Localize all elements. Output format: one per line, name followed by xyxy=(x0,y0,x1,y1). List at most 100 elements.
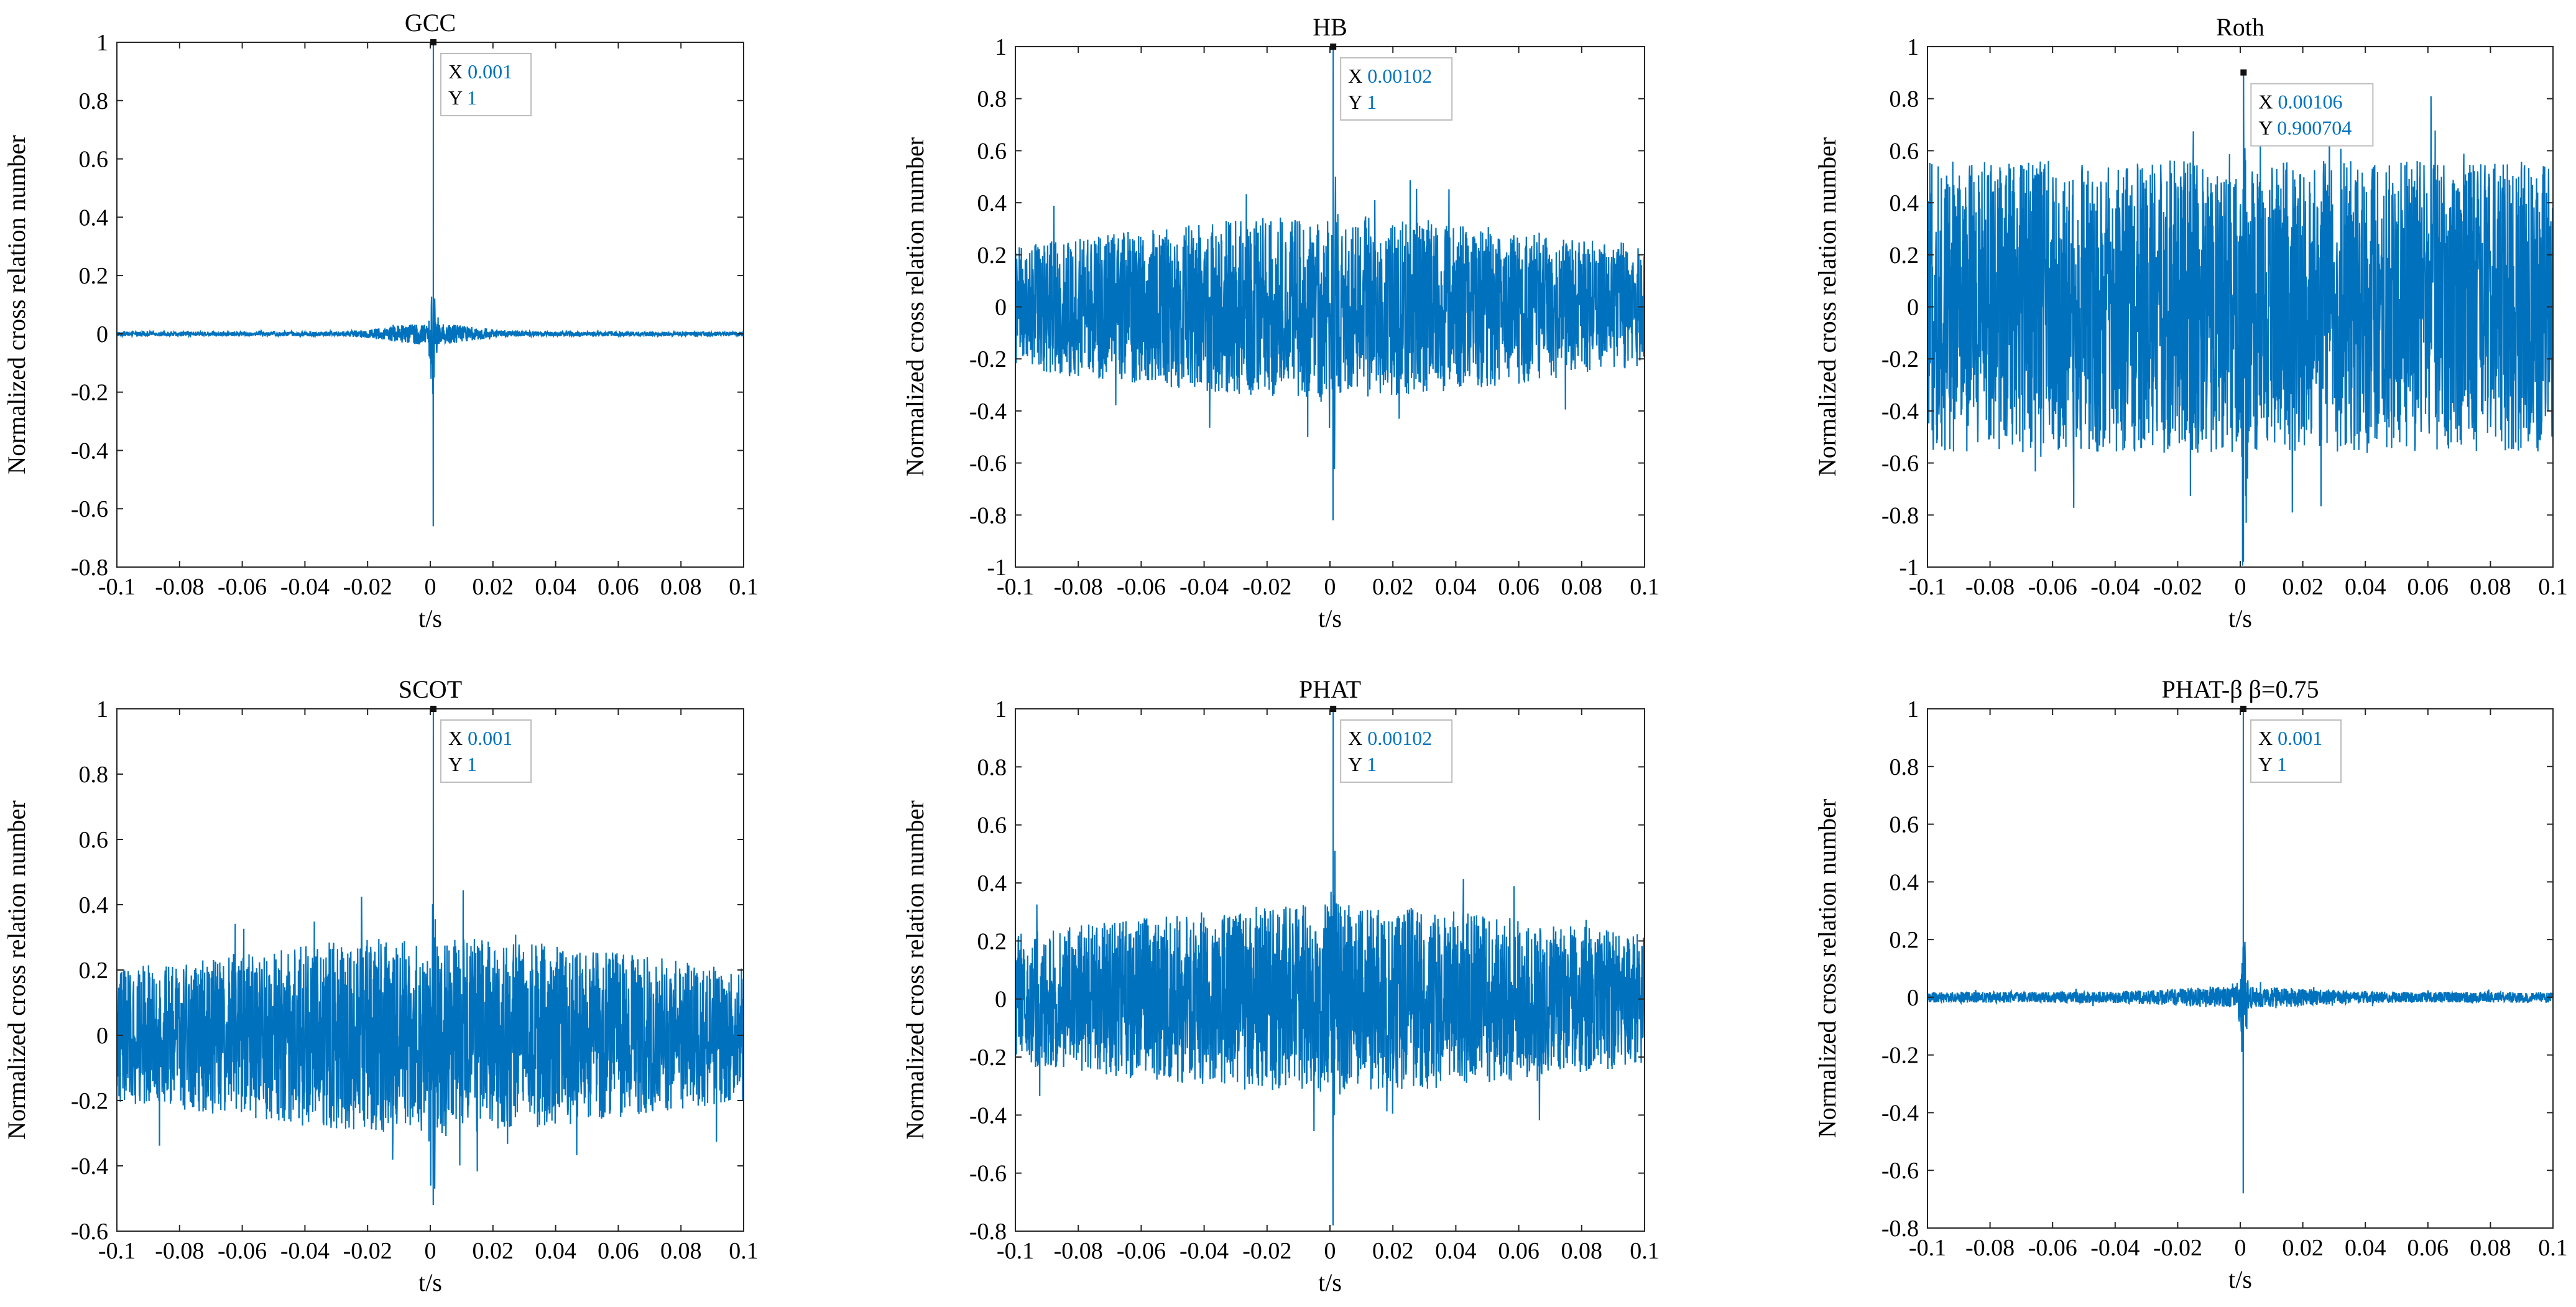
chart-panel: -0.1 -0.08 -0.06 -0.04 -0.02 0 0.02 0.04 0.06 0.0… xyxy=(2,675,759,1296)
x-tick-label: -0.02 xyxy=(2153,1235,2202,1261)
datatip-marker[interactable] xyxy=(2240,69,2247,76)
x-tick-label: -0.06 xyxy=(2028,1235,2077,1261)
datatip-y-value: 1 xyxy=(1367,91,1377,113)
y-tick-label: -0.2 xyxy=(71,380,108,406)
x-tick-label: 0.02 xyxy=(2282,574,2324,600)
y-tick-label: 0 xyxy=(1907,985,1919,1011)
datatip-x-label: X xyxy=(2258,91,2278,113)
x-tick-label: 0 xyxy=(425,1238,436,1264)
y-tick-label: 1 xyxy=(995,34,1007,60)
x-tick-label: 0.06 xyxy=(2407,574,2449,600)
datatip-x-label: X xyxy=(448,727,468,749)
y-tick-label: 0.2 xyxy=(1890,242,1919,269)
x-tick-label: 0.1 xyxy=(2538,574,2568,600)
x-tick-label: 0 xyxy=(1324,1238,1336,1264)
x-tick-label: -0.06 xyxy=(2028,574,2077,600)
y-tick-label: -0.2 xyxy=(1881,1043,1919,1069)
series-line xyxy=(1927,72,2553,566)
x-tick-label: 0 xyxy=(2235,1235,2246,1261)
x-tick-label: 0.08 xyxy=(660,1238,702,1264)
y-tick-label: 0.4 xyxy=(79,892,109,918)
x-tick-label: -0.08 xyxy=(1965,1235,2015,1261)
y-tick-label: 0.4 xyxy=(1890,190,1919,216)
x-tick-label: -0.1 xyxy=(98,574,136,600)
datatip-y-label: Y xyxy=(448,86,467,109)
datatip-x-label: X xyxy=(1348,727,1367,749)
datatip-y: Y 1 xyxy=(448,753,477,775)
y-tick-label: -1 xyxy=(1899,555,1919,581)
y-tick-label: 0.6 xyxy=(79,827,109,853)
x-tick-label: 0.08 xyxy=(660,574,702,600)
y-tick-label: 0.8 xyxy=(79,762,109,788)
x-tick-label: 0.1 xyxy=(2538,1235,2568,1261)
x-tick-label: 0 xyxy=(1324,574,1336,600)
chart-panel: -0.1 -0.08 -0.06 -0.04 -0.02 0 0.02 0.04 0.06 0.0… xyxy=(901,675,1660,1296)
datatip-x-value: 0.001 xyxy=(468,60,512,83)
y-tick-label: -0.6 xyxy=(71,496,108,522)
x-tick-label: 0.1 xyxy=(1630,1238,1660,1264)
x-tick-label: 0.06 xyxy=(598,574,639,600)
x-tick-label: 0.1 xyxy=(729,1238,759,1264)
x-tick-label: -0.04 xyxy=(1180,1238,1229,1264)
y-tick-label: 0.6 xyxy=(977,813,1007,839)
y-tick-label: -0.6 xyxy=(71,1219,108,1245)
datatip-y: Y 1 xyxy=(1348,91,1377,113)
x-tick-label: -0.04 xyxy=(2090,1235,2140,1261)
datatip-marker[interactable] xyxy=(2240,706,2247,712)
y-tick-label: -0.6 xyxy=(1881,1158,1919,1184)
y-tick-label: 1 xyxy=(96,696,108,723)
x-tick-label: -0.02 xyxy=(1242,1238,1291,1264)
y-tick-label: 0 xyxy=(96,321,108,348)
y-tick-label: 1 xyxy=(96,30,108,56)
x-tick-label: 0.08 xyxy=(2470,574,2511,600)
y-tick-label: 0.4 xyxy=(1890,869,1919,895)
datatip-y: Y 1 xyxy=(1348,753,1377,775)
chart-panel: -0.1 -0.08 -0.06 -0.04 -0.02 0 0.02 0.04 0.06 0.0… xyxy=(901,13,1660,632)
y-tick-label: 0.6 xyxy=(977,138,1007,164)
series-line xyxy=(1015,47,1645,520)
x-tick-label: 0.1 xyxy=(729,574,759,600)
datatip-y: Y 1 xyxy=(2258,753,2287,775)
x-tick-label: -0.04 xyxy=(2090,574,2140,600)
chart-panel: -0.1 -0.08 -0.06 -0.04 -0.02 0 0.02 0.04 0.06 0.0… xyxy=(2,9,759,632)
datatip-box xyxy=(2250,83,2374,147)
chart-title: SCOT xyxy=(399,675,462,703)
datatip-marker[interactable] xyxy=(430,39,437,45)
y-tick-label: -0.8 xyxy=(1881,1216,1919,1242)
x-tick-label: 0.02 xyxy=(2282,1235,2324,1261)
y-tick-label: 0.6 xyxy=(1890,138,1919,164)
x-tick-label: 0.08 xyxy=(1561,1238,1603,1264)
datatip-x-label: X xyxy=(2258,727,2278,749)
datatip-box xyxy=(2250,719,2342,783)
x-tick-label: 0.02 xyxy=(473,574,514,600)
x-tick-label: 0.04 xyxy=(2345,574,2386,600)
y-tick-label: -0.4 xyxy=(969,399,1007,425)
x-tick-label: -0.08 xyxy=(155,574,204,600)
y-axis-label: Normalized cross relation number xyxy=(901,800,929,1139)
x-tick-label: 0.04 xyxy=(535,1238,576,1264)
datatip-y-label: Y xyxy=(2258,117,2277,139)
x-tick-label: 0.06 xyxy=(1498,1238,1540,1264)
y-tick-label: 0.8 xyxy=(977,86,1007,113)
x-tick-label: -0.04 xyxy=(280,574,330,600)
x-tick-label: -0.02 xyxy=(2153,574,2202,600)
y-tick-label: -0.2 xyxy=(71,1088,108,1114)
x-axis-label: t/s xyxy=(1318,604,1342,632)
chart-panel: -0.1 -0.08 -0.06 -0.04 -0.02 0 0.02 0.04 0.06 0.0… xyxy=(1813,675,2568,1293)
datatip-y-value: 1 xyxy=(467,86,477,109)
y-tick-label: -0.4 xyxy=(969,1102,1007,1129)
x-axis-label: t/s xyxy=(418,604,442,632)
axes-box xyxy=(1927,708,2554,1229)
datatip-marker[interactable] xyxy=(430,706,437,712)
y-tick-label: -0.6 xyxy=(1881,451,1919,477)
datatip-marker[interactable] xyxy=(1330,44,1337,50)
datatip-y-value: 1 xyxy=(1367,753,1377,775)
y-tick-label: 1 xyxy=(995,696,1007,723)
datatip-marker[interactable] xyxy=(1330,706,1337,712)
x-tick-label: -0.02 xyxy=(1242,574,1291,600)
y-tick-label: 1 xyxy=(1907,34,1919,60)
x-tick-label: -0.1 xyxy=(1909,1235,1946,1261)
datatip-y-label: Y xyxy=(448,753,467,775)
y-tick-label: 0.8 xyxy=(1890,754,1919,780)
y-tick-label: 1 xyxy=(1907,696,1919,723)
